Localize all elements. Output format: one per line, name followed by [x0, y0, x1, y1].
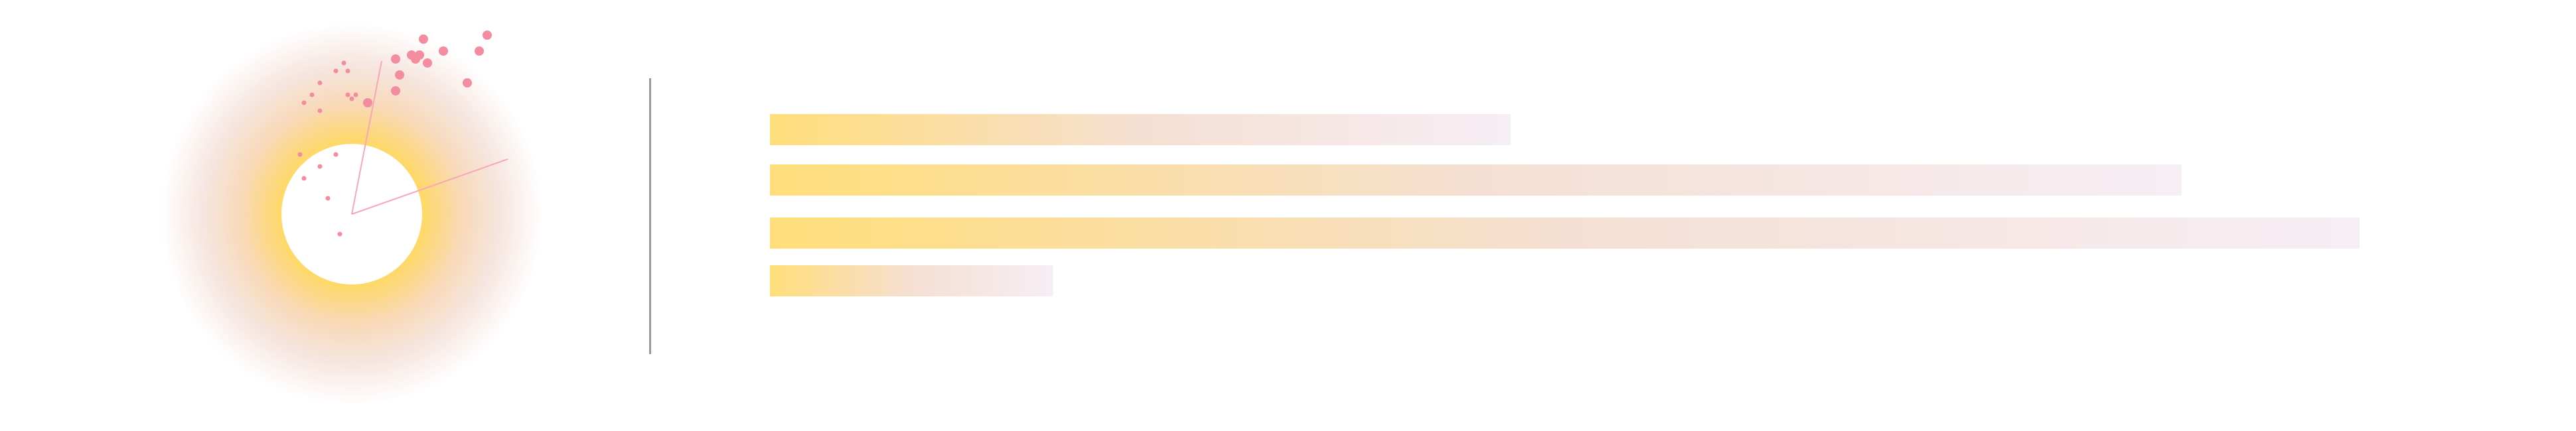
scatter-point-small-1 — [337, 231, 342, 237]
scatter-point-large-4 — [391, 54, 400, 64]
scatter-point-large-2 — [391, 86, 400, 95]
scatter-point-large-9 — [423, 58, 432, 68]
scatter-point-small-8 — [301, 100, 307, 105]
radial-ray-b — [351, 158, 508, 215]
scatter-point-small-5 — [301, 176, 307, 181]
bar-4 — [770, 265, 1053, 296]
scatter-point-large-7 — [439, 46, 448, 56]
scatter-point-large-12 — [475, 46, 484, 56]
scatter-point-large-8 — [411, 54, 420, 64]
scatter-point-small-4 — [297, 152, 303, 157]
scatter-point-large-1 — [363, 98, 372, 107]
scatter-point-small-11 — [333, 68, 339, 74]
scatter-point-small-14 — [349, 96, 354, 101]
bar-2 — [770, 164, 2182, 196]
section-divider — [649, 78, 651, 354]
scatter-point-small-7 — [317, 108, 323, 113]
scatter-point-large-10 — [419, 34, 428, 44]
scatter-point-small-6 — [325, 196, 331, 201]
bars-group — [770, 114, 2360, 296]
scatter-point-large-11 — [463, 78, 472, 88]
bar-3 — [770, 217, 2360, 249]
scatter-point-small-12 — [341, 60, 346, 66]
scatter-point-small-13 — [345, 68, 350, 74]
scatter-point-small-10 — [317, 80, 323, 86]
scatter-point-small-16 — [353, 92, 358, 97]
scatter-point-small-3 — [317, 164, 323, 169]
scatter-point-large-13 — [483, 31, 492, 40]
scatter-point-large-3 — [395, 70, 404, 80]
radial-scatter-chart — [161, 23, 543, 405]
scatter-point-small-15 — [345, 92, 350, 97]
scatter-points — [297, 31, 492, 237]
scatter-point-small-2 — [333, 152, 339, 157]
radial-ray-a — [351, 60, 382, 215]
bar-1 — [770, 114, 1511, 145]
scatter-point-small-9 — [309, 92, 315, 97]
